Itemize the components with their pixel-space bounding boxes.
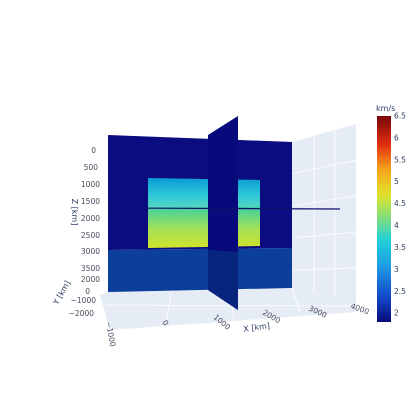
y-tick-label: −1000 — [71, 296, 97, 305]
z-tick-label: 3000 — [81, 247, 100, 256]
x-axis-title: X [km] — [243, 321, 271, 334]
anomaly-lower-zone — [148, 207, 260, 248]
colorbar: km/s 2 2.5 3 3.5 4 4.5 5 5.5 6 6.5 — [376, 104, 406, 322]
colorbar-tick-label: 4.5 — [394, 199, 406, 208]
colorbar-tick-label: 2.5 — [394, 287, 406, 296]
colorbar-tick-label: 2 — [394, 309, 399, 318]
y-axis: 2000 0 −1000 −2000 Y [km] — [51, 275, 100, 318]
colorbar-tick-label: 5.5 — [394, 155, 406, 164]
y-tick-label: 0 — [85, 287, 90, 296]
z-tick-label: 1000 — [81, 180, 100, 189]
z-axis: 0 500 1000 1500 2000 2500 3000 3500 Z [k… — [70, 146, 100, 273]
colorbar-title: km/s — [376, 104, 395, 113]
colorbar-gradient — [377, 116, 391, 322]
horizontal-slice-edge — [107, 207, 341, 210]
colorbar-tick-label: 3.5 — [394, 243, 406, 252]
velocity-slices — [107, 116, 341, 310]
z-tick-label: 3500 — [81, 264, 100, 273]
y-tick-label: 2000 — [81, 275, 100, 284]
x-tick-label: 0 — [160, 319, 170, 328]
z-tick-label: 1500 — [81, 197, 100, 206]
colorbar-tick-label: 6 — [394, 133, 399, 142]
z-tick-label: 500 — [84, 163, 99, 172]
colorbar-tick-label: 3 — [394, 265, 399, 274]
y-axis-title: Y [km] — [51, 279, 72, 307]
x-tick-label: −1000 — [104, 321, 117, 348]
z-tick-label: 0 — [91, 146, 96, 155]
anomaly-upper-zone — [148, 178, 260, 208]
cross-slice-lower — [208, 250, 238, 310]
z-axis-title: Z [km] — [70, 199, 79, 226]
z-tick-label: 2500 — [81, 231, 100, 240]
x-tick-label: 4000 — [349, 301, 370, 316]
z-tick-label: 2000 — [81, 214, 100, 223]
colorbar-tick-label: 6.5 — [394, 112, 406, 121]
colorbar-tick-label: 5 — [394, 177, 399, 186]
slice-lower-layer — [108, 248, 292, 292]
y-tick-label: −2000 — [69, 309, 95, 318]
colorbar-tick-label: 4 — [394, 221, 399, 230]
